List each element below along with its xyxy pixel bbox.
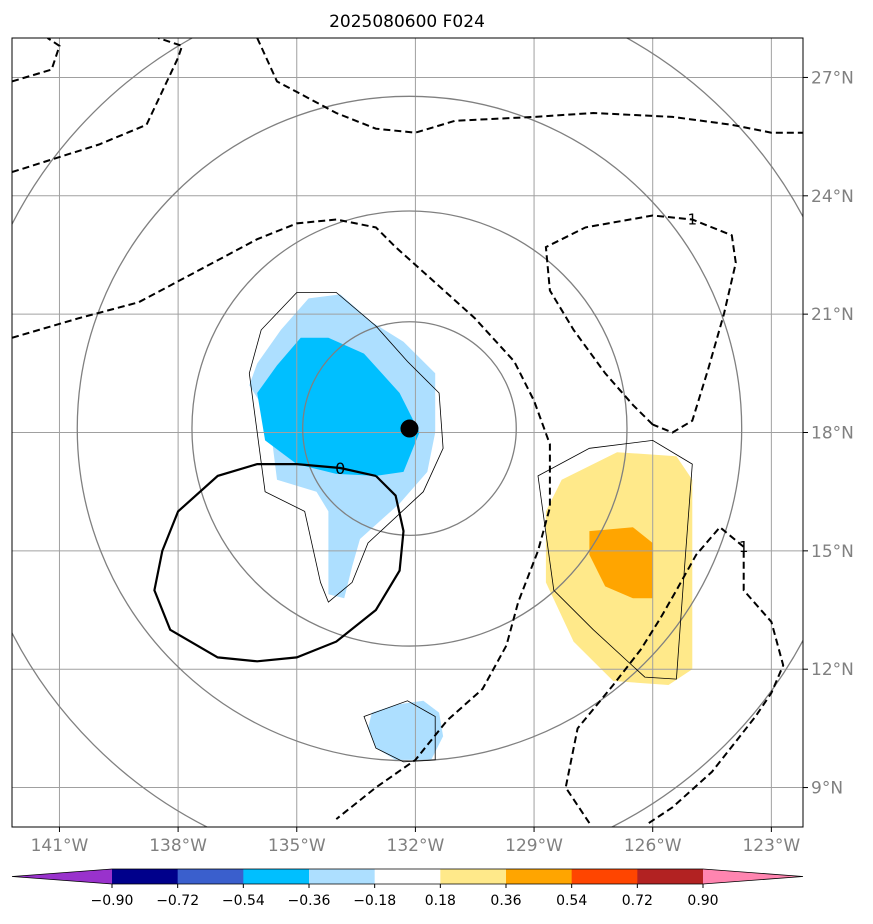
colorbar-segment-4 <box>374 869 441 884</box>
lon-tick-label-6: 123°W <box>742 836 800 856</box>
colorbar-label-8: 0.72 <box>622 893 653 909</box>
dashed-contour-label-4: 1 <box>687 210 697 228</box>
shaded-region-4 <box>589 527 653 599</box>
dashed-contour-3 <box>256 38 803 134</box>
thin-contour-1 <box>363 700 436 763</box>
solid-contour-layer: 0 <box>153 459 405 663</box>
colorbar-segment-7 <box>571 869 638 884</box>
lon-tick-label-4: 129°W <box>505 836 563 856</box>
dashed-contour-2 <box>12 218 551 820</box>
range-circle-1 <box>191 210 628 647</box>
storm-center-marker <box>400 419 419 438</box>
colorbar-label-5: 0.18 <box>425 893 456 909</box>
lat-tick-label-1: 12°N <box>811 660 854 680</box>
colorbar-segment-0 <box>112 869 179 884</box>
solid-contour-label-0: 0 <box>335 459 345 478</box>
colorbar-label-1: −0.72 <box>156 893 199 909</box>
lat-tick-label-6: 27°N <box>811 68 854 88</box>
dashed-contour-5 <box>564 525 785 824</box>
colorbar-label-3: −0.36 <box>288 893 331 909</box>
colorbar-label-6: 0.36 <box>490 893 521 909</box>
range-circle-0 <box>302 321 517 536</box>
range-circle-layer <box>12 38 803 827</box>
range-circle-2 <box>76 95 743 762</box>
dashed-contour-layer: 11 <box>12 38 803 824</box>
dashed-contour-0 <box>12 38 184 174</box>
colorbar-segment-3 <box>309 869 376 884</box>
colorbar-label-0: −0.90 <box>91 893 134 909</box>
dashed-contour-label-5: 1 <box>739 538 749 556</box>
lon-tick-layer: 141°W 138°W 135°W 132°W 129°W 126°W 123°W <box>31 827 800 856</box>
gridline-layer <box>12 38 803 827</box>
colorbar-label-9: 0.90 <box>687 893 718 909</box>
lon-tick-label-0: 141°W <box>31 836 89 856</box>
shaded-region-2 <box>368 700 444 760</box>
lat-tick-label-4: 21°N <box>811 305 854 325</box>
lat-tick-label-3: 18°N <box>811 424 854 444</box>
colorbar-segment-1 <box>177 869 244 884</box>
colorbar-label-2: −0.54 <box>222 893 265 909</box>
lon-tick-label-3: 132°W <box>387 836 445 856</box>
shaded-region-1 <box>257 337 420 476</box>
colorbar-label-4: −0.18 <box>353 893 396 909</box>
colorbar-segment-8 <box>637 869 704 884</box>
thin-contour-2 <box>537 439 693 680</box>
chart-title: 2025080600 F024 <box>329 12 485 32</box>
solid-contour-0 <box>153 463 405 663</box>
lat-tick-label-5: 24°N <box>811 187 854 207</box>
lat-tick-label-0: 9°N <box>811 779 843 799</box>
lat-tick-layer: 9°N 12°N 15°N 18°N 21°N 24°N 27°N <box>803 68 854 799</box>
colorbar-segment-5 <box>440 869 507 884</box>
map-area: 11 0 <box>12 38 803 827</box>
colorbar-segment-2 <box>243 869 310 884</box>
colorbar-label-7: 0.54 <box>556 893 587 909</box>
dashed-contour-4 <box>544 214 737 434</box>
lon-tick-label-1: 138°W <box>149 836 207 856</box>
colorbar: −0.90 −0.72 −0.54 −0.36 −0.18 0.18 0.36 0.54 0.7… <box>11 868 804 909</box>
thin-contour-layer <box>248 292 693 763</box>
colorbar-extend-min <box>12 869 112 884</box>
colorbar-segment-6 <box>506 869 573 884</box>
lon-tick-label-2: 135°W <box>268 836 326 856</box>
marker-layer <box>400 419 419 438</box>
lon-tick-label-5: 126°W <box>624 836 682 856</box>
thin-contour-0 <box>248 292 444 603</box>
lat-tick-label-2: 15°N <box>811 542 854 562</box>
colorbar-extend-max <box>703 869 803 884</box>
